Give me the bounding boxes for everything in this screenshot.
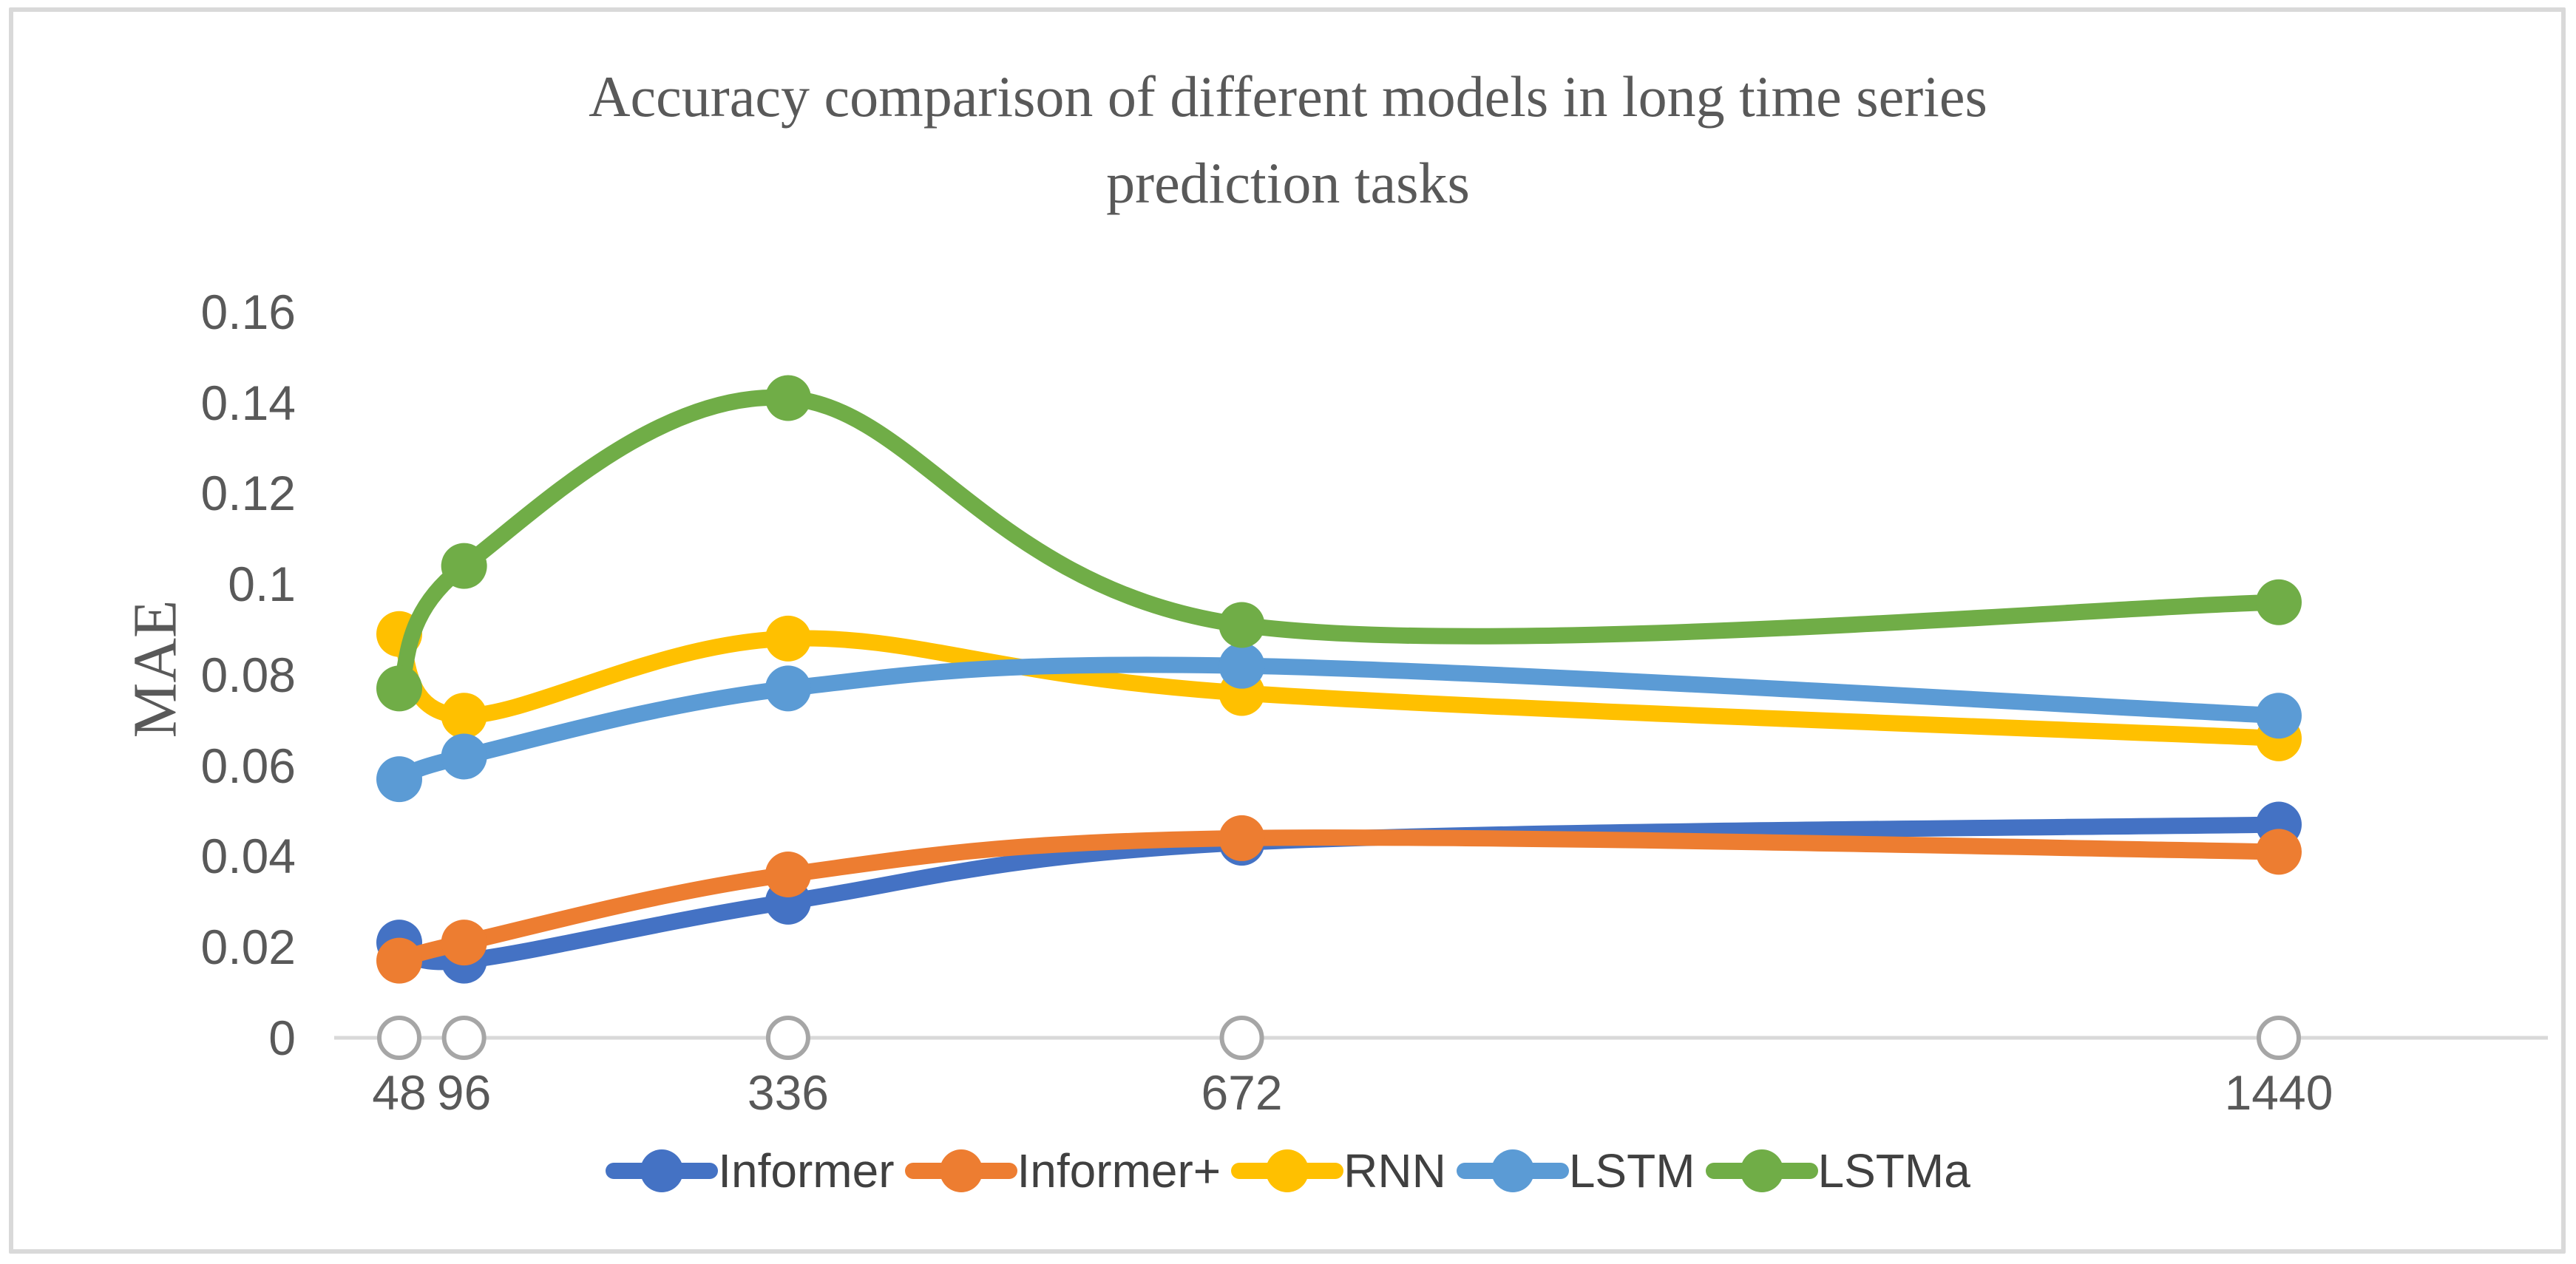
y-tick-0.1: 0.1 [228,557,296,612]
informer-plus-legend-key-icon [904,1149,1017,1192]
lstma-legend-key-icon [1705,1149,1818,1192]
chart-legend: Informer Informer+ RNN LSTM LSTMa [0,1147,2576,1195]
y-tick-0.06: 0.06 [200,738,296,793]
y-tick-0: 0 [268,1010,296,1065]
chart-title-line1: Accuracy comparison of different models … [589,64,1987,129]
legend-label-informer-plus: Informer+ [1017,1144,1221,1197]
x-tick-96: 96 [436,1065,492,1120]
legend-label-informer: Informer [718,1144,895,1197]
y-tick-0.16: 0.16 [200,284,296,339]
legend-item-informer: Informer [606,1144,895,1197]
legend-item-lstm: LSTM [1456,1144,1695,1197]
legend-item-informer-plus: Informer+ [904,1144,1221,1197]
y-tick-0.12: 0.12 [200,466,296,521]
chart-title-line2: prediction tasks [1106,151,1470,215]
legend-label-lstm: LSTM [1568,1144,1695,1197]
x-tick-48: 48 [372,1065,427,1120]
x-tick-1440: 1440 [2224,1065,2333,1120]
x-tick-336: 336 [747,1065,829,1120]
chart-title: Accuracy comparison of different models … [0,53,2576,226]
informer-legend-key-icon [606,1149,719,1192]
legend-label-lstma: LSTMa [1817,1144,1970,1197]
rnn-legend-key-icon [1231,1149,1344,1192]
y-tick-0.02: 0.02 [200,920,296,975]
legend-label-rnn: RNN [1343,1144,1446,1197]
y-tick-0.04: 0.04 [200,829,296,884]
x-tick-672: 672 [1201,1065,1283,1120]
legend-item-lstma: LSTMa [1705,1144,1970,1197]
lstm-legend-key-icon [1456,1149,1569,1192]
legend-item-rnn: RNN [1231,1147,1446,1195]
y-tick-0.14: 0.14 [200,375,296,430]
y-tick-0.08: 0.08 [200,647,296,702]
